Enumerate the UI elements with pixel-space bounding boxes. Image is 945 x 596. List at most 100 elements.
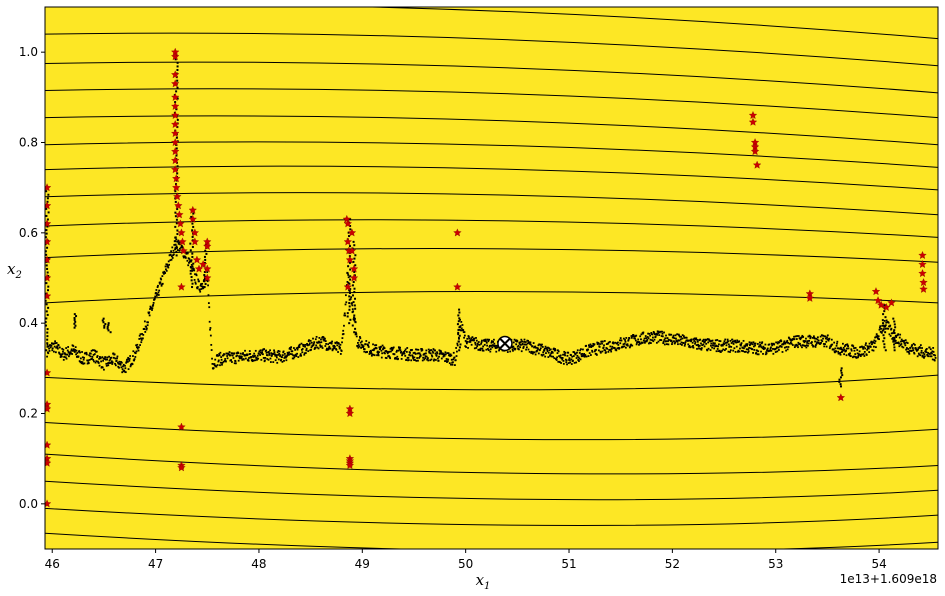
trace-point <box>57 344 60 347</box>
trace-point <box>489 344 491 347</box>
trace-point <box>239 352 242 355</box>
trace-point <box>340 350 343 352</box>
trace-point <box>885 319 888 322</box>
trace-point <box>399 349 402 352</box>
trace-point <box>375 347 378 350</box>
spike-point <box>458 346 461 349</box>
trace-point <box>378 351 380 354</box>
trace-point <box>765 352 768 355</box>
trace-point <box>59 353 62 356</box>
trace-point <box>283 357 286 359</box>
trace-point <box>93 360 95 363</box>
trace-point <box>120 361 123 364</box>
trace-point <box>400 350 403 353</box>
trace-point <box>762 345 765 348</box>
spike-point <box>46 246 49 249</box>
trace-point <box>92 354 95 356</box>
trace-point <box>54 342 57 345</box>
trace-point <box>458 328 461 331</box>
contour-line <box>45 192 938 216</box>
trace-point <box>807 344 809 347</box>
trace-point <box>719 340 722 343</box>
trace-point <box>230 359 233 361</box>
trace-point <box>157 294 160 296</box>
spike-point <box>839 376 842 379</box>
trace-point <box>98 357 101 360</box>
trace-point <box>314 338 317 341</box>
trace-point <box>430 358 433 361</box>
star-marker <box>198 260 208 269</box>
trace-point <box>436 357 439 360</box>
trace-point <box>319 344 322 347</box>
trace-point <box>432 359 435 362</box>
trace-point <box>691 345 694 348</box>
trace-point <box>101 366 104 369</box>
trace-point <box>367 346 370 348</box>
spike-point <box>74 320 77 323</box>
trace-point <box>210 343 213 346</box>
trace-point <box>919 344 922 347</box>
trace-point <box>339 346 341 349</box>
trace-point <box>731 341 734 343</box>
contour-lines <box>45 7 938 549</box>
trace-point <box>404 354 407 357</box>
trace-point <box>647 337 650 340</box>
trace-point <box>653 333 656 336</box>
spike-point <box>74 324 77 327</box>
trace-point <box>380 349 383 352</box>
trace-point <box>54 351 57 354</box>
trace-point <box>493 342 496 345</box>
trace-point <box>349 298 352 300</box>
trace-point <box>324 345 327 347</box>
trace-point <box>740 343 743 346</box>
trace-point <box>839 352 842 354</box>
spike-point <box>176 118 179 121</box>
spike-point <box>45 317 48 320</box>
trace-point <box>81 356 84 359</box>
trace-point <box>490 341 493 344</box>
trace-point <box>534 345 537 348</box>
star-marker <box>836 393 846 402</box>
trace-point <box>269 357 272 360</box>
trace-point <box>810 342 813 344</box>
trace-point <box>613 347 616 349</box>
trace-point <box>541 343 543 346</box>
trace-point <box>719 351 722 353</box>
trace-point <box>328 347 330 350</box>
trace-point <box>842 342 844 345</box>
trace-point <box>93 353 96 355</box>
trace-point <box>529 341 532 344</box>
trace-point <box>559 354 562 357</box>
trace-point <box>808 339 811 342</box>
spike-point <box>176 233 179 236</box>
trace-point <box>445 360 448 362</box>
trace-point <box>380 356 383 359</box>
trace-point <box>854 353 857 355</box>
trace-point <box>473 337 476 340</box>
contour-line <box>45 165 938 191</box>
trace-point <box>460 327 463 330</box>
trace-point <box>157 291 160 294</box>
trace-point <box>321 347 324 349</box>
trace-point <box>265 349 268 352</box>
trace-point <box>816 341 818 344</box>
trace-point <box>899 344 902 346</box>
trace-point <box>783 341 785 344</box>
trace-point <box>286 354 289 357</box>
trace-point <box>522 345 525 348</box>
trace-point <box>280 358 283 361</box>
trace-point <box>328 342 331 345</box>
trace-point <box>897 333 900 336</box>
trace-point <box>138 334 141 337</box>
trace-point <box>91 357 93 360</box>
spike-point <box>353 304 356 307</box>
trace-point <box>96 356 99 358</box>
trace-point <box>906 347 908 349</box>
trace-point <box>330 342 333 345</box>
trace-point <box>103 357 106 360</box>
trace-point <box>863 355 866 357</box>
spike-point <box>106 325 109 328</box>
star-marker <box>342 214 351 223</box>
trace-point <box>421 349 424 351</box>
trace-point <box>651 336 654 339</box>
